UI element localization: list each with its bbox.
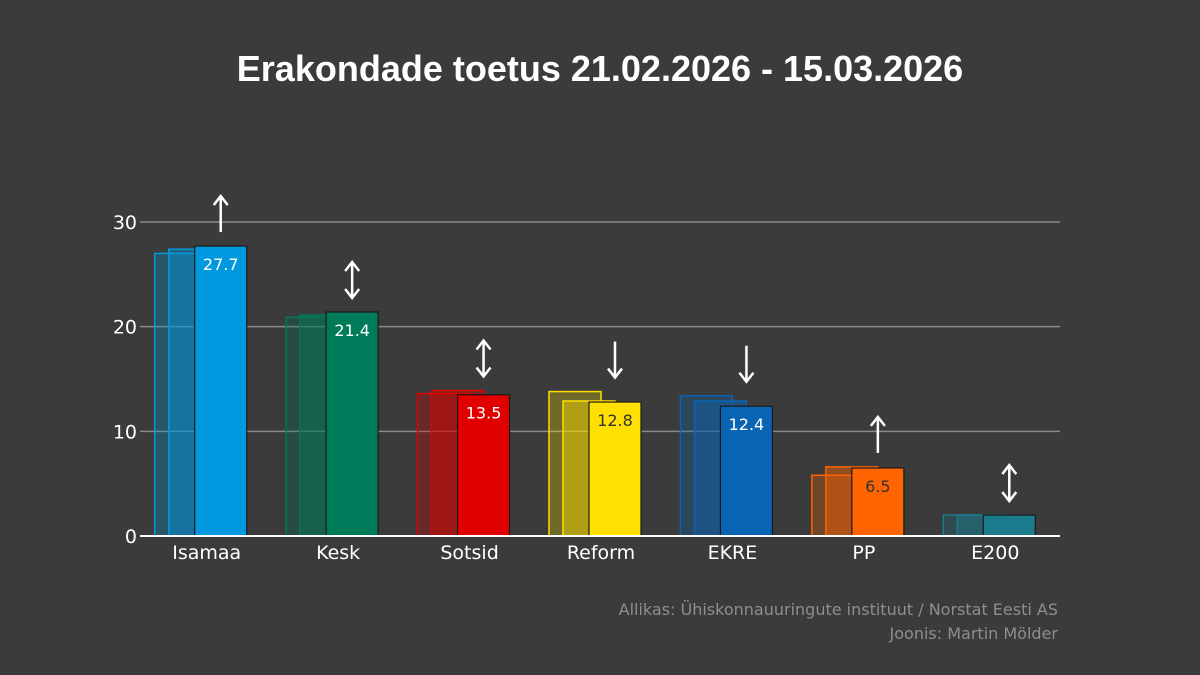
x-tick-label: PP bbox=[852, 542, 875, 564]
y-tick-label: 10 bbox=[113, 421, 137, 443]
trend-arrow-down-head bbox=[607, 367, 623, 380]
trend-arrow-up-head bbox=[475, 338, 492, 351]
data-label: 12.4 bbox=[729, 415, 765, 434]
x-tick-label: Kesk bbox=[316, 542, 360, 564]
trend-arrow-up-head bbox=[869, 414, 886, 427]
data-label: 6.5 bbox=[865, 477, 890, 496]
trend-arrow-up-head bbox=[1001, 463, 1018, 475]
bar-kesk bbox=[325, 311, 379, 537]
data-label: 21.4 bbox=[334, 321, 370, 340]
source-note: Allikas: Ühiskonnauuringute instituut / … bbox=[618, 600, 1058, 619]
trend-arrow-down-head bbox=[738, 371, 755, 384]
trend-arrow-up-head bbox=[344, 259, 361, 272]
y-tick-label: 0 bbox=[125, 526, 137, 548]
bar-sotsid bbox=[456, 394, 511, 537]
trend-arrow-down-head bbox=[475, 366, 492, 379]
x-tick-label: E200 bbox=[971, 542, 1019, 564]
data-label: 12.8 bbox=[597, 411, 633, 430]
x-tick-label: Isamaa bbox=[172, 542, 241, 564]
bar-e200 bbox=[982, 514, 1036, 537]
data-label: 13.5 bbox=[466, 404, 502, 423]
trend-arrow-down-head bbox=[1001, 491, 1018, 504]
chart-title: Erakondade toetus 21.02.2026 - 15.03.202… bbox=[236, 48, 964, 89]
y-tick-label: 20 bbox=[113, 317, 137, 339]
x-tick-label: Reform bbox=[567, 542, 635, 564]
trend-arrow-up-head bbox=[212, 194, 229, 206]
data-label: 27.7 bbox=[203, 255, 239, 274]
x-tick-label: EKRE bbox=[708, 542, 758, 564]
bar-isamaa bbox=[194, 245, 248, 537]
bar-pp bbox=[851, 467, 905, 537]
trend-arrow-down-head bbox=[344, 288, 361, 301]
credit-note: Joonis: Martin Mölder bbox=[889, 624, 1058, 643]
x-tick-label: Sotsid bbox=[440, 542, 498, 564]
y-tick-label: 30 bbox=[113, 212, 137, 234]
bar-ekre bbox=[719, 405, 774, 537]
bar-reform bbox=[588, 401, 642, 537]
